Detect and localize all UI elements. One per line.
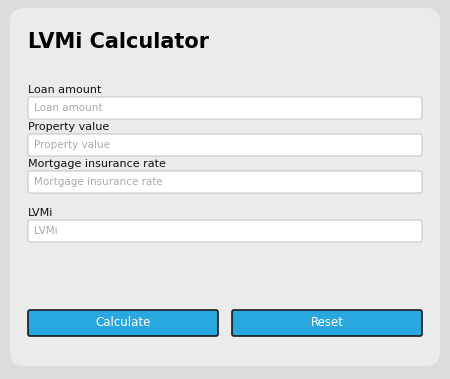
FancyBboxPatch shape <box>28 97 422 119</box>
Text: LVMi: LVMi <box>28 208 54 218</box>
Text: Calculate: Calculate <box>95 316 151 329</box>
FancyBboxPatch shape <box>28 220 422 242</box>
Text: Property value: Property value <box>34 140 110 150</box>
FancyBboxPatch shape <box>232 310 422 336</box>
Text: Mortgage insurance rate: Mortgage insurance rate <box>28 159 166 169</box>
Text: Mortgage insurance rate: Mortgage insurance rate <box>34 177 163 187</box>
FancyBboxPatch shape <box>28 134 422 156</box>
FancyBboxPatch shape <box>28 310 218 336</box>
FancyBboxPatch shape <box>28 171 422 193</box>
Text: Reset: Reset <box>310 316 343 329</box>
FancyBboxPatch shape <box>10 8 440 366</box>
Text: LVMi: LVMi <box>34 226 58 236</box>
Text: Loan amount: Loan amount <box>28 85 101 95</box>
Text: Property value: Property value <box>28 122 109 132</box>
Text: LVMi Calculator: LVMi Calculator <box>28 32 209 52</box>
Text: Loan amount: Loan amount <box>34 103 103 113</box>
